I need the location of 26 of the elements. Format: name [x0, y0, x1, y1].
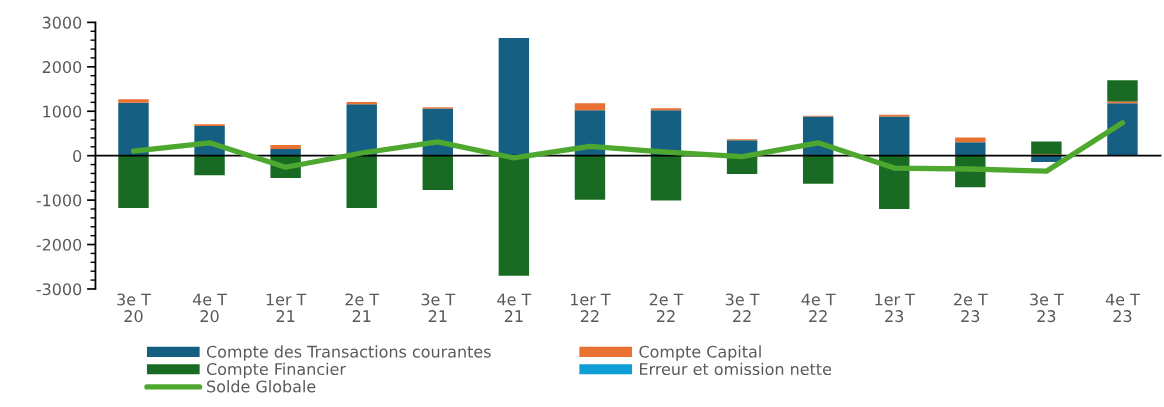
x-tick-label: 1er T 21 — [266, 293, 307, 322]
y-tick-label: -1000 — [36, 194, 82, 207]
y-tick-label: 0 — [73, 149, 82, 162]
legend-label: Erreur et omission nette — [640, 362, 832, 376]
y-tick-label: -3000 — [36, 283, 82, 296]
x-tick-label: 1er T 22 — [571, 293, 611, 322]
legend-label: Compte des Transactions courantes — [206, 345, 491, 361]
legend-label: Compte Capital — [639, 345, 761, 361]
x-tick-label: 4e T 23 — [1105, 293, 1140, 323]
y-tick-label: 1000 — [43, 105, 82, 118]
x-tick-label: 2e T 22 — [649, 293, 684, 322]
x-tick-label: 2e T 23 — [954, 293, 988, 323]
legend-label: Compte Financier — [206, 362, 346, 379]
x-tick-label: 4e T 21 — [497, 293, 532, 322]
x-tick-label: 4e T 20 — [192, 293, 228, 323]
x-tick-label: 3e T 23 — [1030, 293, 1064, 323]
x-tick-label: 3e T 21 — [421, 293, 456, 322]
x-tick-label: 4e T 22 — [801, 293, 836, 322]
y-tick-label: -2000 — [36, 238, 82, 251]
x-tick-label: 1er T 23 — [875, 293, 915, 323]
legend-label: Solde Globale — [207, 380, 316, 393]
y-tick-label: 2000 — [42, 61, 82, 74]
x-tick-label: 2e T 21 — [345, 293, 380, 322]
y-tick-label: 3000 — [42, 16, 82, 29]
x-tick-label: 3e T 20 — [117, 293, 151, 323]
x-tick-label: 3e T 22 — [725, 293, 760, 322]
